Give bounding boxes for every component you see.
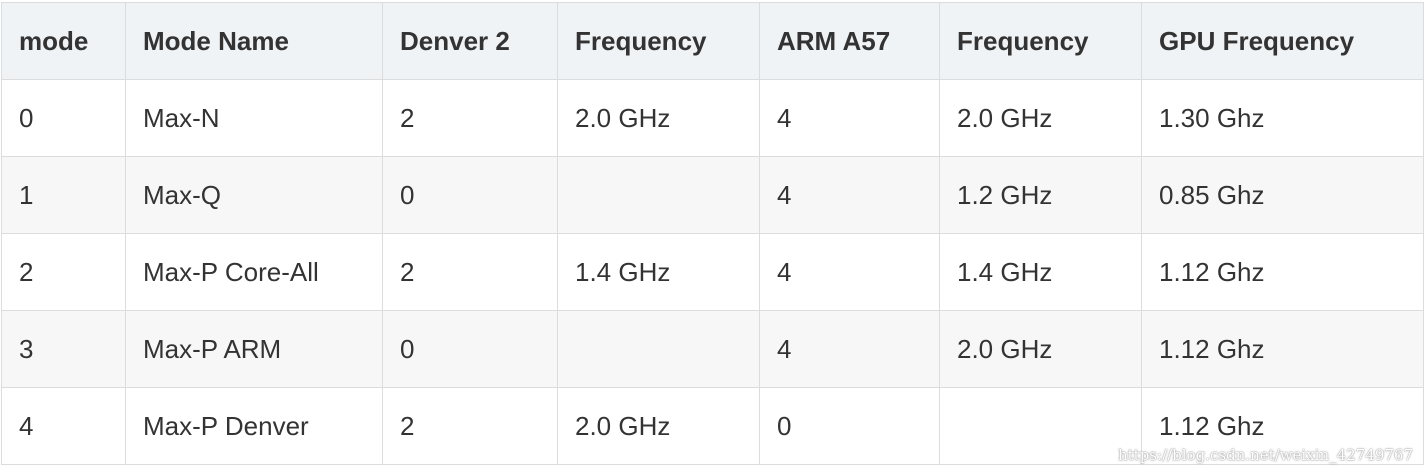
header-mode-name: Mode Name [125,2,383,80]
cell-mode-name: Max-P Core-All [125,233,383,311]
cell-denver-frequency: 2.0 GHz [557,387,760,465]
cell-mode-name: Max-N [125,79,383,157]
cell-denver-2: 2 [382,79,558,157]
table-row: 2 Max-P Core-All 2 1.4 GHz 4 1.4 GHz 1.1… [1,233,1424,311]
header-mode: mode [1,2,126,80]
cell-arm-a57: 4 [759,310,940,388]
cell-denver-frequency: 2.0 GHz [557,79,760,157]
table-header: mode Mode Name Denver 2 Frequency ARM A5… [1,2,1424,80]
header-gpu-frequency: GPU Frequency [1141,2,1424,80]
cell-mode: 4 [1,387,126,465]
cell-denver-frequency: 1.4 GHz [557,233,760,311]
cell-arm-a57: 4 [759,79,940,157]
cell-arm-frequency: 1.2 GHz [939,156,1142,234]
cell-gpu-frequency: 1.30 Ghz [1141,79,1424,157]
table-row: 4 Max-P Denver 2 2.0 GHz 0 1.12 Ghz [1,387,1424,465]
header-row: mode Mode Name Denver 2 Frequency ARM A5… [1,2,1424,80]
table-row: 1 Max-Q 0 4 1.2 GHz 0.85 Ghz [1,156,1424,234]
cell-arm-a57: 0 [759,387,940,465]
cell-mode: 1 [1,156,126,234]
cell-arm-a57: 4 [759,233,940,311]
cell-denver-2: 2 [382,387,558,465]
cell-denver-frequency [557,156,760,234]
cell-denver-2: 2 [382,233,558,311]
cell-arm-a57: 4 [759,156,940,234]
cell-arm-frequency [939,387,1142,465]
cell-gpu-frequency: 1.12 Ghz [1141,233,1424,311]
table-body: 0 Max-N 2 2.0 GHz 4 2.0 GHz 1.30 Ghz 1 M… [1,79,1424,465]
header-arm-frequency: Frequency [939,2,1142,80]
power-mode-table: mode Mode Name Denver 2 Frequency ARM A5… [1,2,1424,465]
cell-mode: 0 [1,79,126,157]
header-denver-2: Denver 2 [382,2,558,80]
cell-mode-name: Max-Q [125,156,383,234]
cell-arm-frequency: 2.0 GHz [939,79,1142,157]
cell-mode-name: Max-P Denver [125,387,383,465]
cell-denver-frequency [557,310,760,388]
cell-mode: 3 [1,310,126,388]
table-row: 0 Max-N 2 2.0 GHz 4 2.0 GHz 1.30 Ghz [1,79,1424,157]
cell-gpu-frequency: 1.12 Ghz [1141,310,1424,388]
header-arm-a57: ARM A57 [759,2,940,80]
cell-denver-2: 0 [382,310,558,388]
cell-denver-2: 0 [382,156,558,234]
table-row: 3 Max-P ARM 0 4 2.0 GHz 1.12 Ghz [1,310,1424,388]
header-denver-frequency: Frequency [557,2,760,80]
cell-mode-name: Max-P ARM [125,310,383,388]
cell-arm-frequency: 1.4 GHz [939,233,1142,311]
cell-gpu-frequency: 1.12 Ghz [1141,387,1424,465]
watermark: https://blog.csdn.net/weixin_42749767 [1117,446,1413,464]
cell-mode: 2 [1,233,126,311]
cell-gpu-frequency: 0.85 Ghz [1141,156,1424,234]
cell-arm-frequency: 2.0 GHz [939,310,1142,388]
